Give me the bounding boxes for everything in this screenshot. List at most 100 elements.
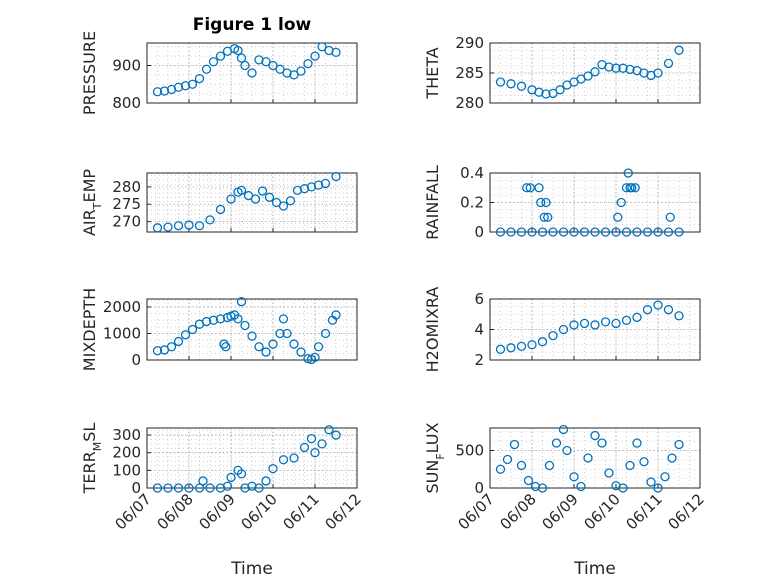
data-point [317,439,327,449]
data-point [268,60,278,71]
x-tick-label: 06/11 [280,490,323,533]
data-point [611,63,621,73]
data-point [215,51,226,61]
data-point [516,341,527,351]
data-point [187,79,198,89]
data-point [250,194,261,204]
data-point [240,60,250,71]
data-point [537,483,548,493]
y-tick-label: 270 [112,213,141,231]
axes-box [489,427,701,489]
data-point [324,425,334,435]
data-point [616,197,626,208]
data-point [173,336,184,347]
data-point [331,430,341,440]
data-point [506,227,516,237]
data-point [247,481,257,491]
subplot-1: 800 900 PRESSURE [80,31,358,115]
data-point [522,183,532,193]
data-point [201,316,212,327]
axes-box [146,298,358,361]
data-point [254,483,264,493]
data-point [516,81,527,91]
y-tick-label: 200 [112,444,141,462]
data-point [569,472,579,482]
axes-box [146,427,358,489]
data-point [184,220,194,230]
data-point [187,324,198,335]
data-point [663,227,674,237]
data-point [205,483,215,493]
y-tick-label: 100 [112,461,141,479]
data-point [653,483,663,493]
y-axis-label: TERRMSL [80,423,104,495]
data-point [152,346,163,356]
data-point [539,212,549,222]
data-point [646,477,656,487]
data-point [215,314,226,324]
data-point [313,342,324,352]
data-point [261,57,271,67]
x-tick-label: 06/08 [154,490,197,533]
y-tick-label: 0 [131,479,141,497]
y-tick-label: 900 [112,57,141,75]
data-point [548,88,558,99]
data-point [257,186,268,196]
data-point [642,305,653,315]
data-point [516,227,527,237]
data-point [558,424,569,435]
data-point [525,183,535,193]
data-point [173,82,184,92]
data-point [590,430,600,441]
data-point [221,342,231,352]
data-point [653,227,663,237]
data-point [180,81,191,91]
data-point [495,464,506,474]
data-point [289,453,299,463]
data-point [621,227,632,237]
y-axis-label: SUNFLUX [423,422,447,493]
data-point [569,227,579,237]
data-point [632,312,642,322]
y-tick-label: 1000 [103,324,141,342]
data-point [551,438,562,448]
data-point [247,331,257,341]
data-point [254,342,264,352]
data-point [184,483,194,493]
data-point [618,483,628,493]
data-point [674,45,684,55]
data-point [604,468,614,478]
data-point [543,212,553,222]
data-point [495,227,506,237]
data-point [537,227,548,237]
data-point [173,483,184,493]
data-point [674,227,684,237]
y-tick-label: 0 [131,351,141,369]
data-point [632,227,642,237]
y-tick-label: 0.4 [460,164,484,182]
data-point [600,227,611,237]
data-point [278,455,289,465]
y-tick-label: 300 [112,426,141,444]
x-tick-label: 06/09 [196,490,239,533]
axes-box [146,42,358,104]
data-point [590,67,600,77]
data-point [163,222,173,232]
y-tick-label: 2000 [103,298,141,316]
data-point [523,475,534,486]
data-point [299,442,310,453]
y-axis-label: H2OMIXRA [423,287,442,373]
subplot-2: 280 285 290 THETA [423,34,701,112]
subplot-4: 0 0.2 0.4 RAINFALL [423,164,701,241]
data-point [663,58,674,69]
data-point [236,297,247,307]
data-point [289,70,299,80]
data-point [159,86,170,96]
data-point [296,347,306,357]
data-point [278,201,289,211]
data-point [627,183,637,193]
data-point [282,328,292,339]
data-point [331,47,341,58]
